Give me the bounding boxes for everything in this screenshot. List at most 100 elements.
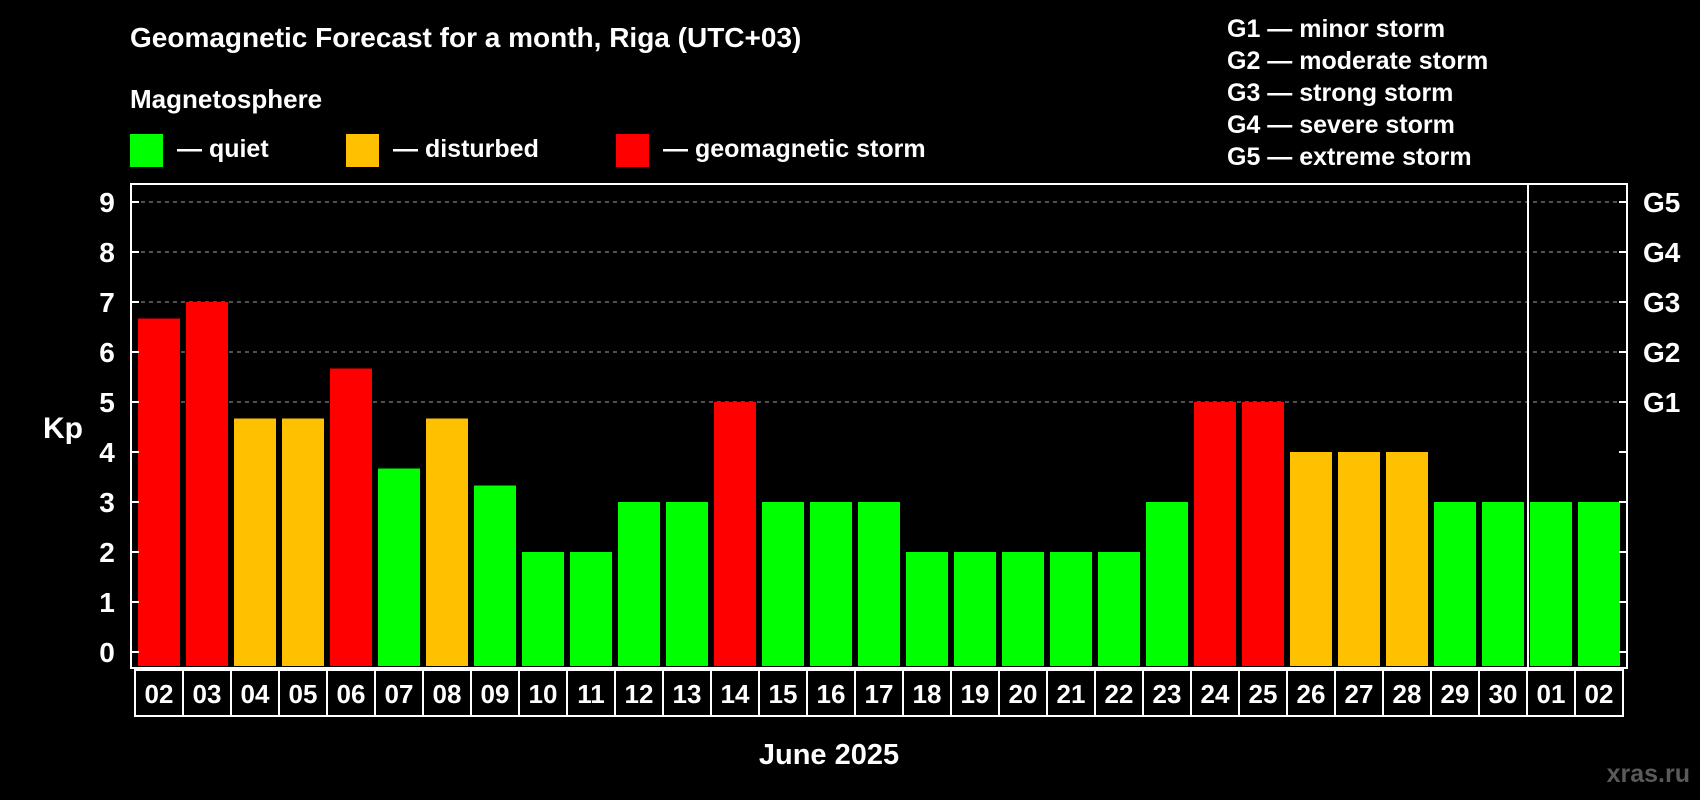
- storm-level-label: G3: [1643, 287, 1680, 318]
- date-label: 18: [913, 679, 942, 709]
- bar-17: [954, 552, 996, 666]
- date-label: 15: [769, 679, 798, 709]
- grid-lines: [133, 201, 1625, 403]
- date-label: 21: [1057, 679, 1086, 709]
- bar-16: [906, 552, 948, 666]
- y-tick-label: 3: [99, 487, 115, 518]
- date-cells-frame: [134, 669, 1624, 717]
- date-label: 09: [481, 679, 510, 709]
- legend-label-storm: — geomagnetic storm: [663, 135, 926, 163]
- bar-25: [1338, 452, 1380, 666]
- y-tick-label: 1: [99, 587, 115, 618]
- storm-scale-g5: G5 — extreme storm: [1227, 143, 1472, 171]
- bar-5: [378, 468, 420, 666]
- date-label: 20: [1009, 679, 1038, 709]
- storm-level-label: G4: [1643, 237, 1681, 268]
- date-label: 11: [577, 679, 605, 709]
- date-label: 19: [961, 679, 990, 709]
- date-label: 07: [385, 679, 414, 709]
- storm-scale-g4: G4 — severe storm: [1227, 111, 1455, 139]
- date-label: 05: [289, 679, 318, 709]
- storm-level-label: G2: [1643, 337, 1680, 368]
- y-axis-ticks: 0 1 2 3 4 5 6 7 8 9: [99, 187, 139, 668]
- y-tick-label: 4: [99, 437, 115, 468]
- bar-20: [1098, 552, 1140, 666]
- storm-scale-g1: G1 — minor storm: [1227, 15, 1445, 43]
- date-label: 23: [1153, 679, 1182, 709]
- legend-swatch-disturbed: [346, 134, 379, 167]
- date-label: 30: [1489, 679, 1518, 709]
- date-label: 01: [1537, 679, 1566, 709]
- date-label: 14: [721, 679, 750, 709]
- bar-11: [666, 502, 708, 666]
- date-label: 29: [1441, 679, 1470, 709]
- bar-2: [234, 418, 276, 666]
- y-tick-label: 0: [99, 637, 115, 668]
- date-label: 02: [1585, 679, 1614, 709]
- date-label: 26: [1297, 679, 1326, 709]
- y-tick-label: 2: [99, 537, 115, 568]
- y-tick-label: 9: [99, 187, 115, 218]
- bar-28: [1482, 502, 1524, 666]
- bar-0: [138, 318, 180, 666]
- plot-frame: [130, 183, 1628, 669]
- y-tick-label: 7: [99, 287, 115, 318]
- bar-12: [714, 402, 756, 666]
- bar-24: [1290, 452, 1332, 666]
- bar-7: [474, 485, 516, 666]
- date-label: 08: [433, 679, 462, 709]
- date-label: 28: [1393, 679, 1422, 709]
- date-label: 02: [145, 679, 174, 709]
- bar-14: [810, 502, 852, 666]
- chart-title: Geomagnetic Forecast for a month, Riga (…: [130, 22, 801, 53]
- storm-level-label: G1: [1643, 387, 1680, 418]
- legend-swatch-storm: [616, 134, 649, 167]
- x-axis-label: June 2025: [759, 739, 899, 771]
- bar-21: [1146, 502, 1188, 666]
- storm-scale-g2: G2 — moderate storm: [1227, 47, 1488, 75]
- date-label: 10: [529, 679, 558, 709]
- date-label: 24: [1201, 679, 1230, 709]
- storm-scale-g3: G3 — strong storm: [1227, 79, 1453, 107]
- y-tick-label: 5: [99, 387, 115, 418]
- bar-29: [1530, 502, 1572, 666]
- date-label: 06: [337, 679, 366, 709]
- legend-swatch-quiet: [130, 134, 163, 167]
- bar-30: [1578, 502, 1620, 666]
- bar-15: [858, 502, 900, 666]
- storm-level-axis: G1 G2 G3 G4 G5: [1619, 187, 1681, 653]
- bar-22: [1194, 402, 1236, 666]
- date-label: 12: [625, 679, 654, 709]
- bar-9: [570, 552, 612, 666]
- bar-13: [762, 502, 804, 666]
- y-tick-label: 6: [99, 337, 115, 368]
- date-label: 27: [1345, 679, 1374, 709]
- date-label: 22: [1105, 679, 1134, 709]
- watermark: xras.ru: [1607, 760, 1690, 788]
- bar-8: [522, 552, 564, 666]
- y-tick-label: 8: [99, 237, 115, 268]
- legend-title: Magnetosphere: [130, 84, 322, 114]
- storm-level-label: G5: [1643, 187, 1680, 218]
- bar-27: [1434, 502, 1476, 666]
- date-label: 03: [193, 679, 222, 709]
- bar-3: [282, 418, 324, 666]
- date-label: 13: [673, 679, 702, 709]
- bar-19: [1050, 552, 1092, 666]
- date-label: 17: [865, 679, 894, 709]
- date-label: 04: [241, 679, 270, 709]
- bar-6: [426, 418, 468, 666]
- bar-18: [1002, 552, 1044, 666]
- legend-label-disturbed: — disturbed: [393, 135, 539, 163]
- bar-10: [618, 502, 660, 666]
- bars: [138, 302, 1620, 666]
- bar-26: [1386, 452, 1428, 666]
- bar-1: [186, 302, 228, 666]
- bar-23: [1242, 402, 1284, 666]
- bar-4: [330, 368, 372, 666]
- y-axis-label: Kp: [43, 412, 83, 445]
- date-label: 16: [817, 679, 846, 709]
- date-label: 25: [1249, 679, 1278, 709]
- legend-label-quiet: — quiet: [177, 135, 269, 163]
